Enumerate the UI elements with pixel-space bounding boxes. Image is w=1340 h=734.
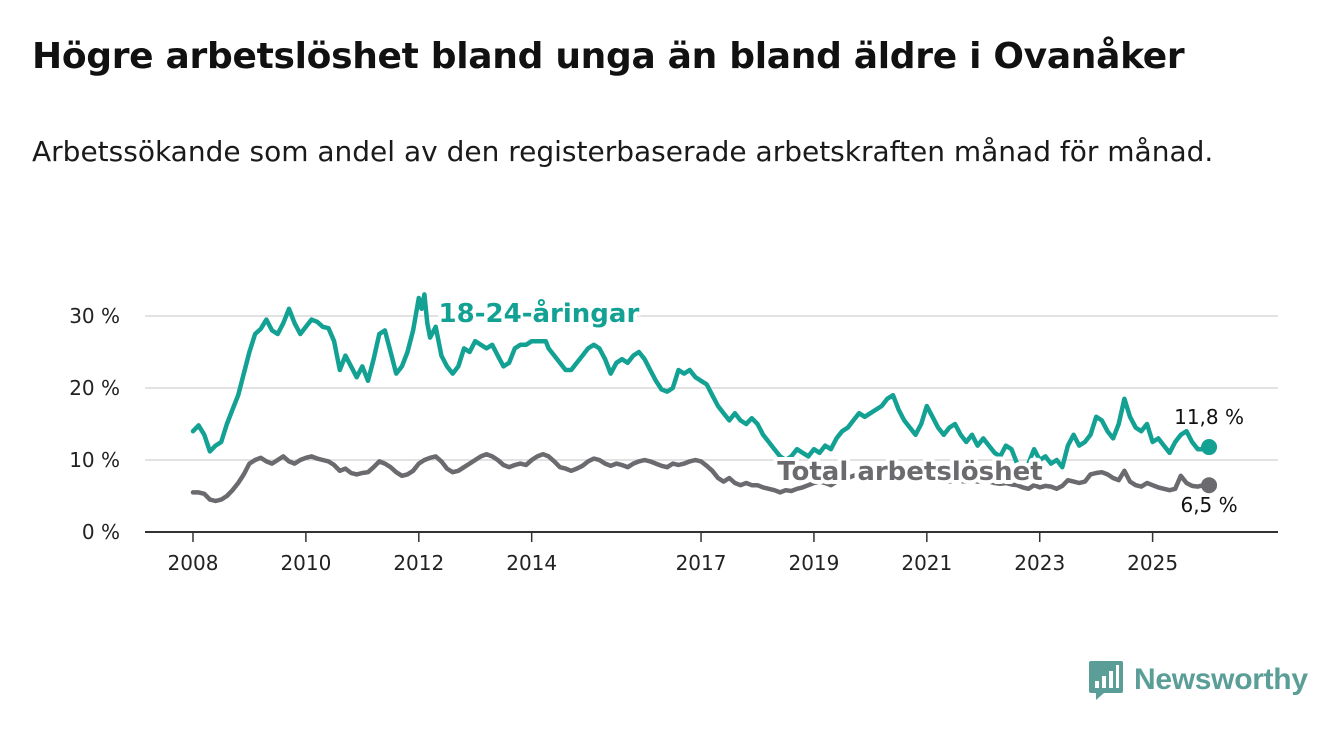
- x-tick-label: 2017: [676, 551, 727, 575]
- chart-title: Högre arbetslöshet bland unga än bland ä…: [32, 36, 1185, 77]
- x-tick-label: 2023: [1014, 551, 1065, 575]
- end-value-label-youth: 11,8 %: [1174, 405, 1244, 429]
- x-tick-label: 2008: [168, 551, 219, 575]
- x-tick-label: 2019: [788, 551, 839, 575]
- x-tick-label: 2014: [506, 551, 557, 575]
- series-end-point: [1201, 439, 1218, 456]
- end-value-label-total: 6,5 %: [1180, 493, 1237, 517]
- y-tick-label: 0 %: [82, 520, 120, 544]
- series-line-youth: [190, 292, 1212, 477]
- series-line-total: [190, 451, 1212, 504]
- series-label-total: Total arbetslöshet: [777, 457, 1042, 487]
- x-tick-label: 2025: [1127, 551, 1178, 575]
- bar-chart-speech-bubble-icon: [1089, 661, 1123, 700]
- brand-name: Newsworthy: [1134, 663, 1308, 696]
- x-tick-label: 2012: [393, 551, 444, 575]
- line-chart: 0 % 10 % 20 % 30 % 2008 2010 2012 2014 2017 2019 2…: [69, 292, 1278, 575]
- y-tick-label: 30 %: [69, 304, 120, 328]
- series-end-point: [1201, 477, 1218, 494]
- y-tick-label: 20 %: [69, 376, 120, 400]
- x-tick-label: 2021: [901, 551, 952, 575]
- y-tick-label: 10 %: [69, 448, 120, 472]
- brand-logo: Newsworthy: [1088, 659, 1308, 701]
- series-label-youth: 18-24-åringar: [439, 297, 640, 329]
- chart-subtitle: Arbetssökande som andel av den registerb…: [32, 135, 1214, 168]
- x-tick-label: 2010: [280, 551, 331, 575]
